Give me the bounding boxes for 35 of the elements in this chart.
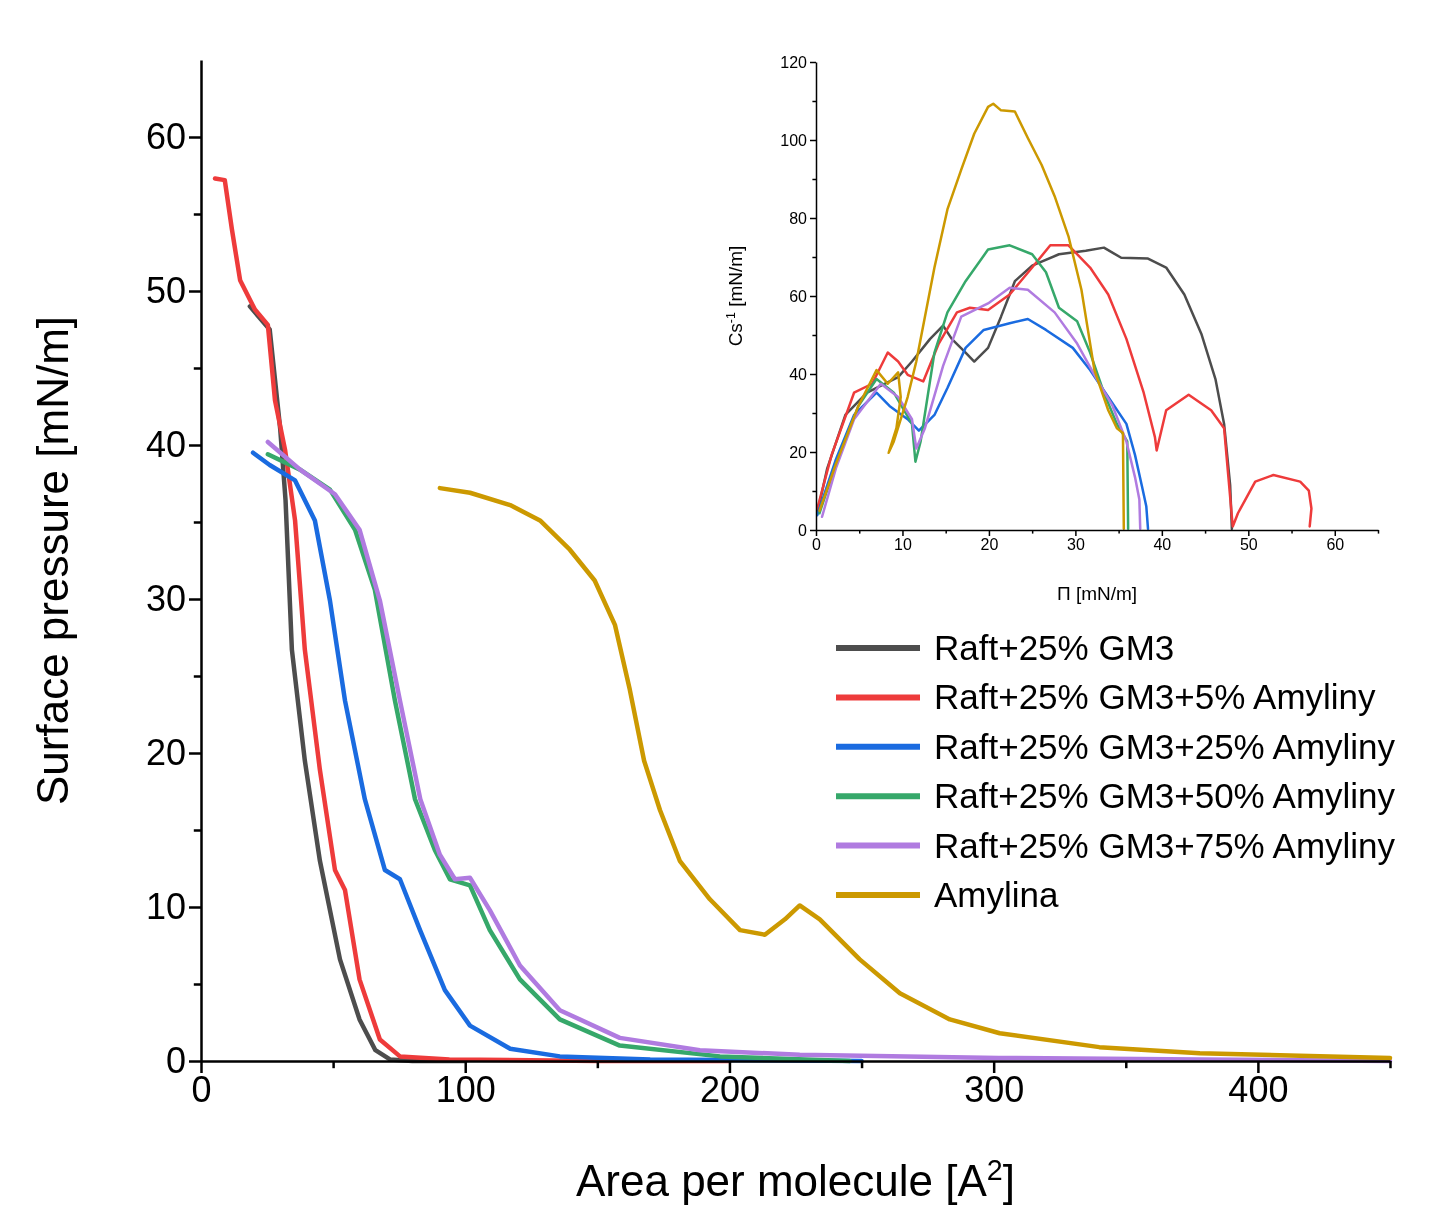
y-tick-label: 100 — [780, 131, 808, 149]
x-tick-label: 30 — [1066, 536, 1085, 554]
legend-label: Raft+25% GM3+25% Amyliny — [934, 726, 1396, 766]
y-tick-label: 30 — [145, 578, 186, 620]
y-tick-label: 40 — [145, 424, 186, 466]
y-axis-title: Surface pressure [mN/m] — [28, 315, 77, 806]
x-axis-title: Π [mN/m] — [1056, 583, 1138, 604]
y-tick-label: 20 — [145, 732, 186, 774]
x-tick-label: 40 — [1153, 536, 1172, 554]
x-axis-title: Area per molecule [A$^{2}$] — [575, 1154, 1016, 1205]
y-tick-label: 10 — [145, 886, 186, 928]
x-tick-label: 10 — [894, 536, 912, 554]
legend-label: Raft+25% GM3+50% Amyliny — [934, 776, 1396, 816]
legend-label: Raft+25% GM3 — [934, 628, 1175, 667]
legend-label: Amylina — [934, 875, 1060, 914]
x-tick-label: 0 — [812, 536, 822, 554]
y-tick-label: 0 — [798, 521, 808, 539]
legend-label: Raft+25% GM3+5% Amyliny — [934, 677, 1377, 717]
y-tick-label: 120 — [780, 53, 808, 71]
y-tick-label: 80 — [789, 209, 808, 227]
y-tick-label: 0 — [165, 1040, 186, 1082]
y-tick-label: 60 — [145, 116, 186, 158]
x-tick-label: 400 — [1228, 1068, 1289, 1110]
x-tick-label: 300 — [964, 1068, 1025, 1110]
y-tick-label: 60 — [789, 287, 808, 305]
y-tick-label: 50 — [145, 270, 186, 312]
x-tick-label: 20 — [980, 536, 999, 554]
y-tick-label: 20 — [789, 443, 808, 461]
x-tick-label: 0 — [191, 1068, 212, 1110]
x-tick-label: 100 — [435, 1068, 496, 1110]
x-tick-label: 60 — [1326, 536, 1345, 554]
legend-label: Raft+25% GM3+75% Amyliny — [934, 825, 1396, 865]
y-tick-label: 40 — [789, 365, 808, 383]
x-tick-label: 200 — [699, 1068, 760, 1110]
x-tick-label: 50 — [1239, 536, 1258, 554]
